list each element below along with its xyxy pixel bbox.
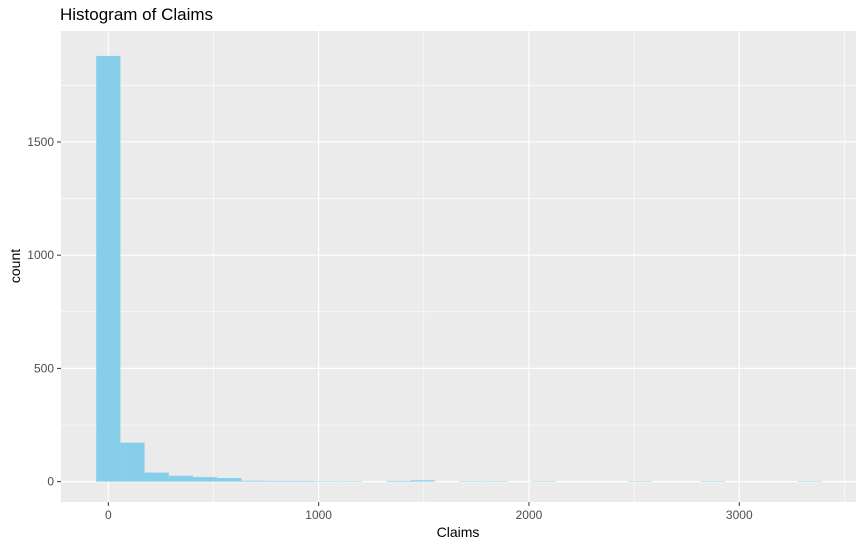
histogram-bar: [386, 480, 411, 482]
histogram-bar: [217, 477, 242, 482]
histogram-bar: [192, 477, 218, 482]
histogram-bar: [289, 480, 314, 482]
histogram-bar: [144, 472, 169, 482]
y-tick-label: 1500: [27, 135, 54, 149]
y-axis: 0 500 1000 1500: [27, 135, 61, 489]
histogram-bar: [96, 55, 121, 482]
x-tick-label: 0: [105, 508, 112, 522]
y-tick-label: 0: [47, 475, 54, 489]
histogram-bar: [265, 480, 290, 482]
y-axis-title: count: [7, 249, 23, 283]
histogram-bars: [96, 55, 822, 482]
y-tick-label: 500: [34, 361, 54, 375]
histogram-bar: [120, 442, 145, 482]
x-axis: 0 1000 2000 3000: [105, 502, 753, 522]
minor-gridlines: [61, 31, 856, 502]
histogram-bar: [241, 480, 266, 482]
x-tick-label: 2000: [516, 508, 543, 522]
chart-title: Histogram of Claims: [60, 5, 214, 24]
histogram-bar: [168, 475, 193, 482]
x-axis-title: Claims: [437, 524, 480, 540]
x-tick-label: 1000: [305, 508, 332, 522]
plot-panel: [61, 31, 856, 502]
y-tick-label: 1000: [27, 248, 54, 262]
histogram-bar: [410, 480, 435, 482]
x-tick-label: 3000: [726, 508, 753, 522]
